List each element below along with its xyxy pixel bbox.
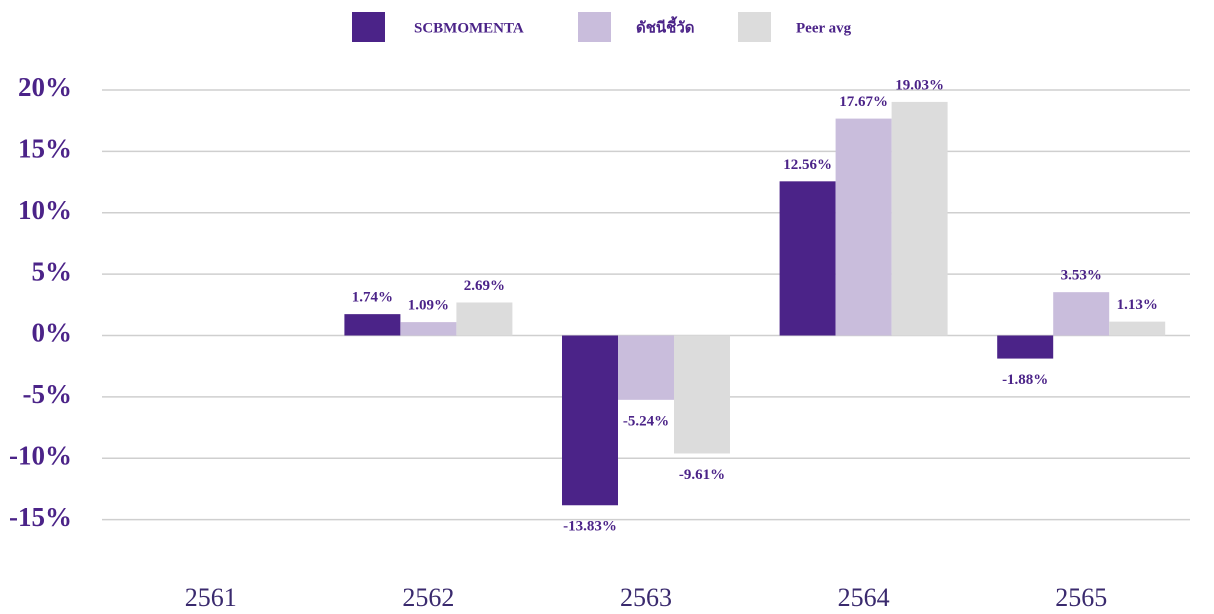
data-label: 3.53%	[1061, 268, 1102, 284]
x-tick-label: 2561	[185, 583, 237, 612]
bar	[997, 335, 1054, 359]
y-tick-label: -15%	[9, 502, 72, 532]
legend-label: Peer avg	[796, 20, 852, 36]
bar	[562, 335, 618, 506]
data-label: -1.88%	[1002, 372, 1048, 388]
bar	[835, 118, 892, 336]
legend-label: ดัชนีชี้วัด	[636, 15, 695, 36]
data-label: 19.03%	[895, 77, 944, 93]
bar	[618, 335, 674, 400]
data-label: -13.83%	[563, 519, 617, 535]
y-tick-label: 20%	[18, 72, 72, 102]
data-label: 17.67%	[839, 94, 888, 110]
y-tick-label: 5%	[32, 256, 73, 286]
data-label: -5.24%	[623, 413, 669, 429]
bar	[456, 302, 513, 336]
data-label: 1.74%	[352, 290, 393, 306]
data-label: 1.13%	[1117, 297, 1158, 313]
legend-swatch	[578, 12, 611, 42]
y-tick-label: -10%	[9, 440, 72, 470]
bar	[1109, 321, 1166, 336]
data-label: 1.09%	[408, 298, 449, 314]
bar	[674, 335, 730, 454]
data-label: -9.61%	[679, 467, 725, 483]
legend-label: SCBMOMENTA	[414, 20, 524, 36]
legend-swatch	[352, 12, 385, 42]
data-label: 2.69%	[464, 278, 505, 294]
x-tick-label: 2564	[838, 583, 890, 612]
x-tick-label: 2562	[402, 583, 454, 612]
data-label: 12.56%	[783, 157, 832, 173]
x-tick-label: 2565	[1055, 583, 1107, 612]
y-tick-label: 15%	[18, 134, 72, 164]
y-tick-label: -5%	[23, 379, 73, 409]
y-tick-label: 10%	[18, 195, 72, 225]
bar	[891, 101, 948, 336]
bar	[344, 314, 401, 336]
x-tick-label: 2563	[620, 583, 672, 612]
bar	[779, 181, 836, 336]
bar	[400, 322, 457, 336]
bar	[1053, 292, 1110, 336]
legend-swatch	[738, 12, 771, 42]
y-tick-label: 0%	[32, 318, 73, 348]
